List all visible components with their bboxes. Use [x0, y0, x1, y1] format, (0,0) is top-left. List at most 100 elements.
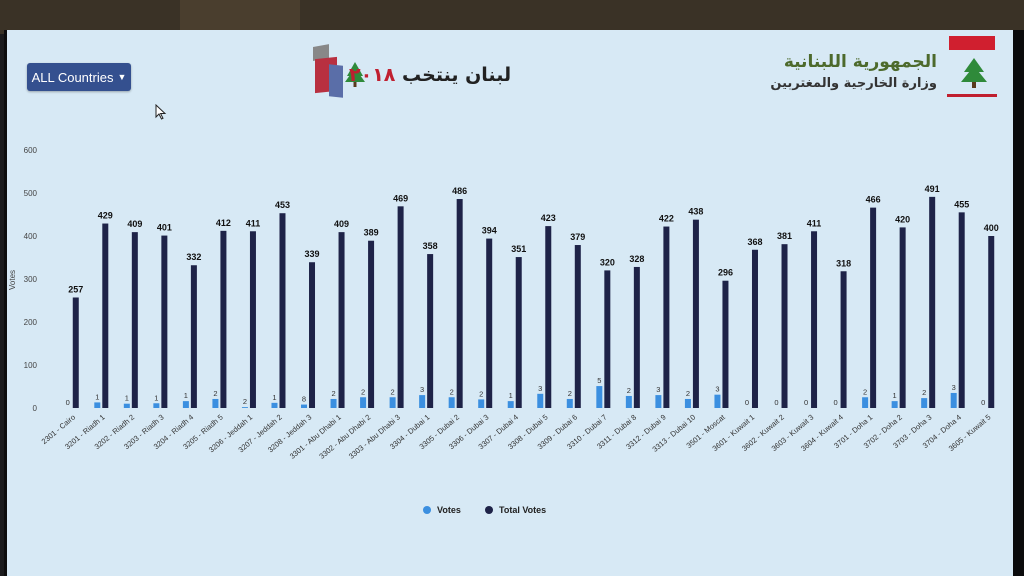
votes-data-label: 1	[154, 393, 158, 402]
total-votes-bar	[604, 270, 611, 408]
total-votes-data-label: 332	[186, 252, 201, 262]
total-votes-bar	[515, 257, 522, 408]
total-votes-bar	[988, 236, 995, 408]
votes-bar	[596, 386, 603, 408]
total-votes-data-label: 296	[718, 268, 733, 278]
total-votes-data-label: 401	[157, 223, 172, 233]
total-votes-data-label: 368	[747, 237, 762, 247]
votes-data-label: 2	[243, 397, 247, 406]
total-votes-data-label: 438	[688, 207, 703, 217]
y-tick-label: 400	[24, 232, 38, 241]
total-votes-data-label: 358	[423, 241, 438, 251]
total-votes-data-label: 409	[127, 219, 142, 229]
y-tick-label: 200	[24, 318, 38, 327]
votes-data-label: 5	[597, 376, 601, 385]
total-votes-bar	[72, 297, 79, 408]
votes-data-label: 2	[331, 389, 335, 398]
total-votes-bar	[722, 280, 729, 408]
y-tick-label: 300	[24, 275, 38, 284]
votes-bar	[389, 397, 396, 408]
ministry-divider	[947, 94, 997, 97]
votes-data-label: 2	[627, 386, 631, 395]
total-votes-data-label: 491	[925, 184, 940, 194]
total-votes-data-label: 409	[334, 219, 349, 229]
total-votes-bar	[131, 232, 138, 408]
legend-total-votes-label: Total Votes	[499, 505, 546, 515]
category-label: 3303 - Abu Dhabi 3	[347, 413, 402, 461]
total-votes-bar	[102, 223, 109, 408]
legend-votes-label: Votes	[437, 505, 461, 515]
total-votes-bar	[545, 226, 552, 408]
total-votes-data-label: 381	[777, 231, 792, 241]
votes-data-label: 1	[509, 391, 513, 400]
votes-data-label: 1	[125, 394, 129, 403]
total-votes-bar	[309, 262, 316, 408]
votes-bar	[478, 399, 485, 408]
votes-bar	[153, 403, 160, 408]
votes-bar	[537, 393, 544, 408]
total-votes-data-label: 339	[305, 249, 320, 259]
votes-data-label: 3	[538, 384, 542, 393]
votes-bar	[714, 394, 721, 408]
votes-data-label: 2	[686, 389, 690, 398]
total-votes-data-label: 412	[216, 218, 231, 228]
votes-bar	[625, 395, 632, 408]
votes-bar	[655, 395, 662, 408]
campaign-title-text: لبنان ينتخب	[402, 64, 512, 86]
ministry-name-line2: وزارة الخارجية والمغتربين	[770, 76, 937, 91]
total-votes-bar	[840, 271, 847, 408]
total-votes-bar	[870, 207, 877, 408]
y-tick-label: 100	[24, 361, 38, 370]
votes-bar	[360, 397, 367, 408]
votes-data-label: 0	[804, 398, 808, 407]
campaign-year: ٢٠١٨	[349, 64, 396, 86]
total-votes-bar	[249, 231, 256, 408]
chevron-down-icon: ▼	[117, 72, 127, 82]
total-votes-bar	[958, 212, 965, 408]
total-votes-data-label: 394	[482, 226, 497, 236]
background-wall	[0, 0, 1024, 34]
votes-data-label: 2	[863, 387, 867, 396]
ministry-branding: الجمهورية اللبنانية وزارة الخارجية والمغ…	[741, 36, 1001, 116]
total-votes-bar	[368, 240, 375, 408]
votes-data-label: 1	[272, 393, 276, 402]
flag-stripe	[949, 36, 995, 50]
country-filter-label: ALL Countries	[31, 69, 114, 85]
total-votes-data-label: 328	[629, 254, 644, 264]
total-votes-bar	[929, 196, 936, 408]
total-votes-bar	[751, 249, 758, 408]
votes-data-label: 2	[479, 389, 483, 398]
country-filter-dropdown[interactable]: ALL Countries ▼	[27, 63, 131, 91]
category-label: 3302 - Abu Dhabi 2	[317, 413, 372, 461]
total-votes-data-label: 351	[511, 244, 526, 254]
total-votes-data-label: 420	[895, 214, 910, 224]
total-votes-data-label: 486	[452, 186, 467, 196]
votes-data-label: 3	[952, 383, 956, 392]
total-votes-bar	[190, 265, 197, 408]
votes-data-label: 0	[833, 398, 837, 407]
total-votes-data-label: 318	[836, 258, 851, 268]
total-votes-data-label: 455	[954, 199, 969, 209]
mouse-cursor-icon	[155, 104, 167, 120]
election-logo	[313, 44, 365, 98]
total-votes-data-label: 400	[984, 223, 999, 233]
votes-bar	[566, 398, 573, 408]
total-votes-data-label: 422	[659, 214, 674, 224]
votes-bar	[891, 401, 898, 408]
y-tick-label: 0	[33, 404, 38, 413]
total-votes-bar	[220, 230, 227, 408]
votes-data-label: 3	[656, 385, 660, 394]
total-votes-data-label: 466	[866, 195, 881, 205]
votes-bar	[182, 401, 189, 408]
votes-data-label: 8	[302, 395, 306, 404]
y-tick-label: 500	[24, 189, 38, 198]
wall-panel	[180, 0, 300, 34]
votes-bar	[419, 395, 426, 408]
votes-bar	[684, 398, 691, 408]
votes-bar	[123, 403, 130, 408]
votes-data-label: 3	[420, 385, 424, 394]
votes-bar	[212, 398, 219, 408]
category-label: 3301 - Abu Dhabi 1	[288, 413, 343, 461]
votes-data-label: 2	[391, 387, 395, 396]
campaign-title: لبنان ينتخب ٢٠١٨	[349, 64, 511, 86]
